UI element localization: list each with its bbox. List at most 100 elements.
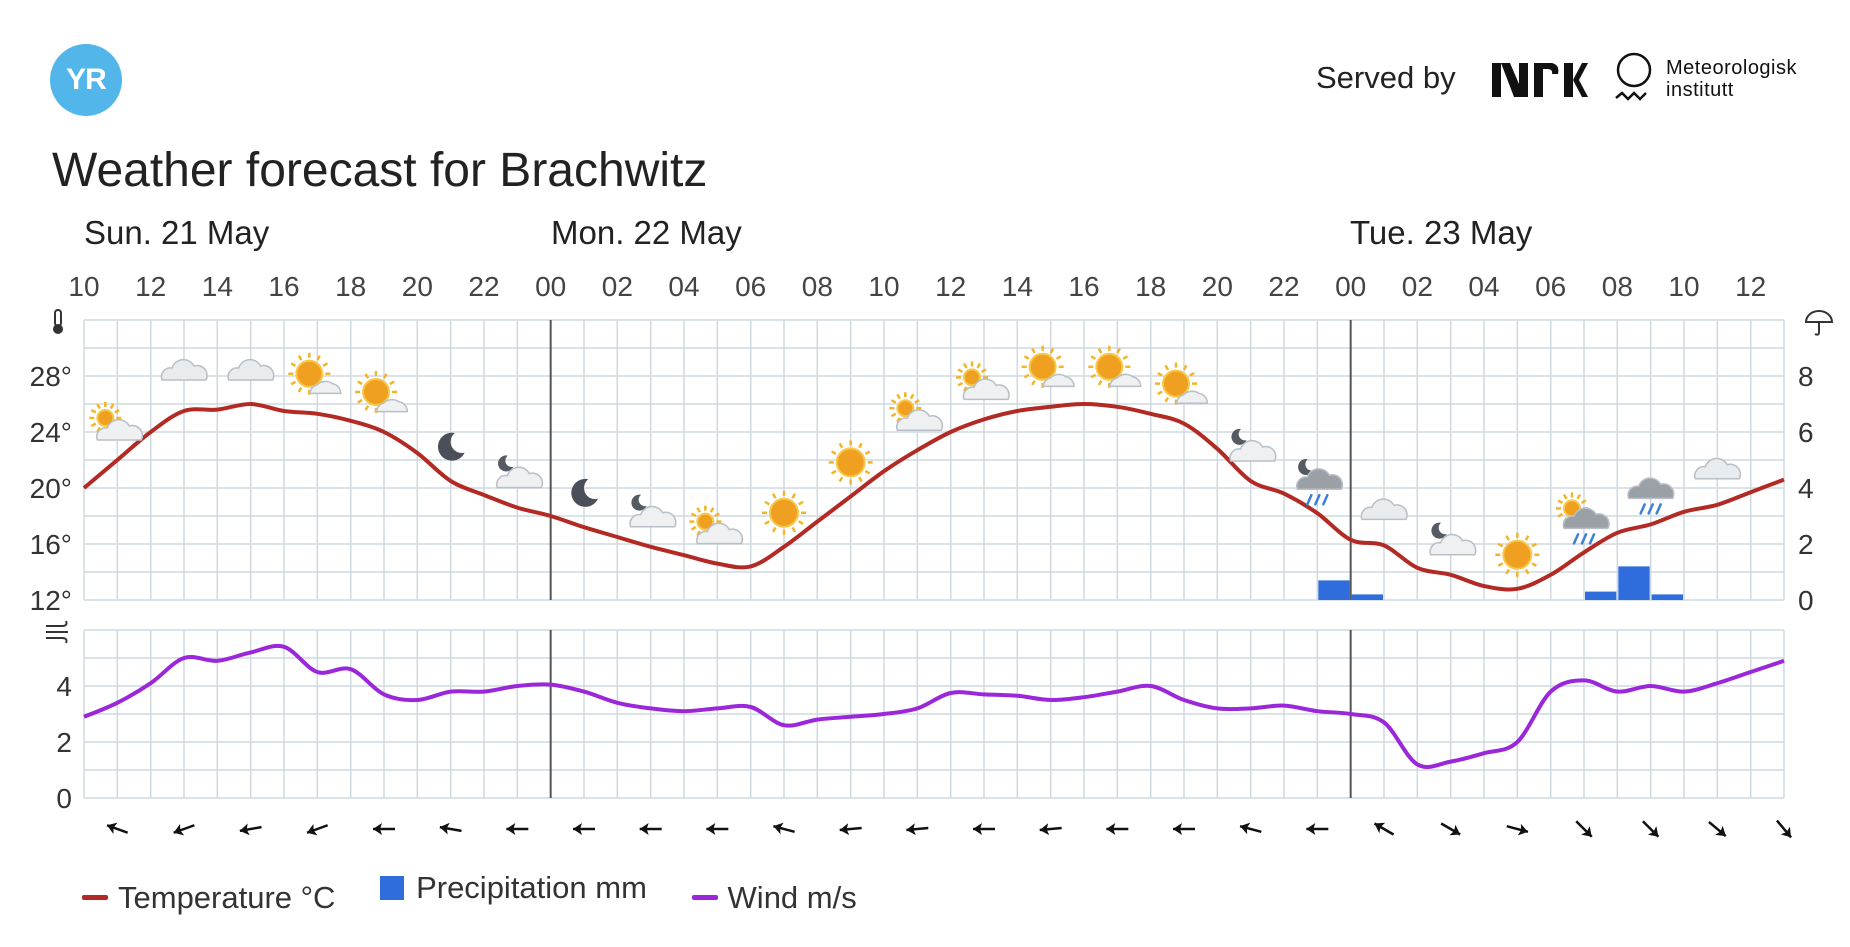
sun-ray — [838, 442, 844, 449]
precipitation-tick-label: 2 — [1798, 529, 1814, 560]
legend-precipitation-label: Precipitation mm — [416, 870, 647, 905]
clear-night-icon — [437, 432, 465, 461]
wind-stroke — [46, 637, 68, 644]
arrow-head — [173, 824, 185, 836]
x-tick-label: 04 — [668, 271, 699, 302]
nrk-logo[interactable] — [1492, 61, 1588, 99]
sun-ray — [1497, 562, 1504, 567]
moon-shape — [631, 494, 647, 511]
moon-shape — [1298, 459, 1314, 476]
sun-ray — [690, 512, 697, 518]
wind-grid — [83, 629, 1785, 799]
sun-ray — [316, 354, 321, 361]
sun-ray — [114, 408, 120, 414]
sun-ray — [1097, 347, 1103, 354]
cloudy-icon — [160, 358, 208, 381]
sun-ray — [1031, 347, 1036, 354]
rain-showers-night-icon — [1296, 459, 1344, 506]
wind-direction-arrow — [373, 823, 395, 835]
precipitation-bar — [1618, 566, 1650, 600]
sun-ray — [389, 380, 395, 386]
arrow-head — [1517, 823, 1528, 836]
arrow-head — [306, 824, 318, 836]
legend-temperature-swatch — [82, 895, 108, 900]
moon-shape — [1231, 428, 1247, 445]
temperature-grid — [83, 319, 1785, 601]
cloud-shape — [962, 378, 1010, 401]
umbrella-icon — [1804, 310, 1834, 336]
sun-ray — [791, 526, 797, 533]
temperature-tick-label: 12° — [30, 585, 72, 616]
wind-stroke — [46, 620, 68, 627]
sun-ray — [364, 373, 370, 379]
thermometer-icon — [53, 309, 63, 334]
day-label: Tue. 23 May — [1350, 214, 1533, 251]
yr-logo[interactable]: YR — [50, 44, 122, 116]
sun-ray — [1557, 499, 1564, 504]
sun-ray — [382, 373, 388, 379]
arrow-head — [573, 823, 582, 835]
sun-ray — [1090, 373, 1097, 379]
sun-ray — [864, 450, 871, 455]
x-tick-label: 12 — [135, 271, 166, 302]
wind-direction-arrow — [1306, 823, 1329, 835]
temperature-tick-label: 16° — [30, 529, 72, 560]
light-rain-icon — [1627, 477, 1675, 515]
sun-ray — [1023, 373, 1030, 379]
wind-icon — [46, 620, 68, 644]
partly-cloudy-day-icon — [889, 392, 944, 431]
x-tick-label: 20 — [1202, 271, 1233, 302]
sun-ray — [1505, 568, 1510, 575]
sun-ray — [957, 381, 964, 387]
x-tick-label: 06 — [735, 271, 766, 302]
fair-day-icon — [1155, 362, 1209, 405]
arrow-head — [706, 823, 716, 835]
partly-cloudy-night-icon — [1229, 428, 1277, 462]
arrow-head — [1715, 825, 1726, 837]
cloud-shape — [696, 522, 744, 545]
x-tick-label: 10 — [1668, 271, 1699, 302]
sun-disc — [963, 368, 981, 387]
arrow-head — [1106, 823, 1116, 835]
precipitation-tick-label: 8 — [1798, 361, 1814, 392]
sun-ray — [1023, 355, 1030, 360]
sun-ray — [690, 526, 697, 531]
sun-ray — [1524, 535, 1530, 541]
sun-disc — [769, 497, 799, 528]
sun-ray — [1157, 372, 1163, 377]
x-tick-label: 14 — [1002, 271, 1033, 302]
sun-ray — [1531, 542, 1538, 548]
precipitation-bar — [1318, 580, 1350, 600]
sun-disc — [1095, 352, 1124, 381]
cloud-shape — [96, 418, 144, 441]
sun-ray — [1562, 493, 1568, 500]
wind-direction-arrow — [439, 822, 462, 835]
moon-shape — [1431, 522, 1447, 539]
cloudy-icon — [1360, 498, 1408, 521]
chart-legend: Temperature °C Precipitation mm Wind m/s — [82, 870, 893, 916]
met-institute-icon[interactable] — [1614, 50, 1658, 108]
sun-ray — [764, 500, 770, 506]
sun-ray — [909, 393, 915, 400]
thermometer-bulb — [53, 324, 63, 334]
legend-precipitation: Precipitation mm — [380, 870, 647, 906]
arrow-head — [239, 823, 250, 836]
sun-ray — [1049, 347, 1055, 354]
sun-ray — [364, 405, 370, 411]
legend-temperature: Temperature °C — [82, 880, 335, 916]
legend-wind: Wind m/s — [691, 880, 857, 916]
sun-ray — [858, 476, 863, 483]
arrow-head — [1173, 823, 1182, 835]
temperature-line — [82, 401, 1785, 592]
wind-direction-arrow — [306, 824, 329, 836]
sun-ray — [976, 362, 982, 369]
sun-ray — [1122, 355, 1129, 360]
sun-ray — [290, 380, 297, 386]
arrow-head — [773, 822, 784, 835]
wind-direction-arrow — [239, 823, 262, 836]
rain-drop — [1655, 503, 1662, 515]
sun-ray — [830, 469, 837, 475]
wind-direction-arrow — [1575, 820, 1593, 838]
cloudy-icon — [1694, 457, 1742, 480]
cloud-shape — [1562, 507, 1610, 530]
